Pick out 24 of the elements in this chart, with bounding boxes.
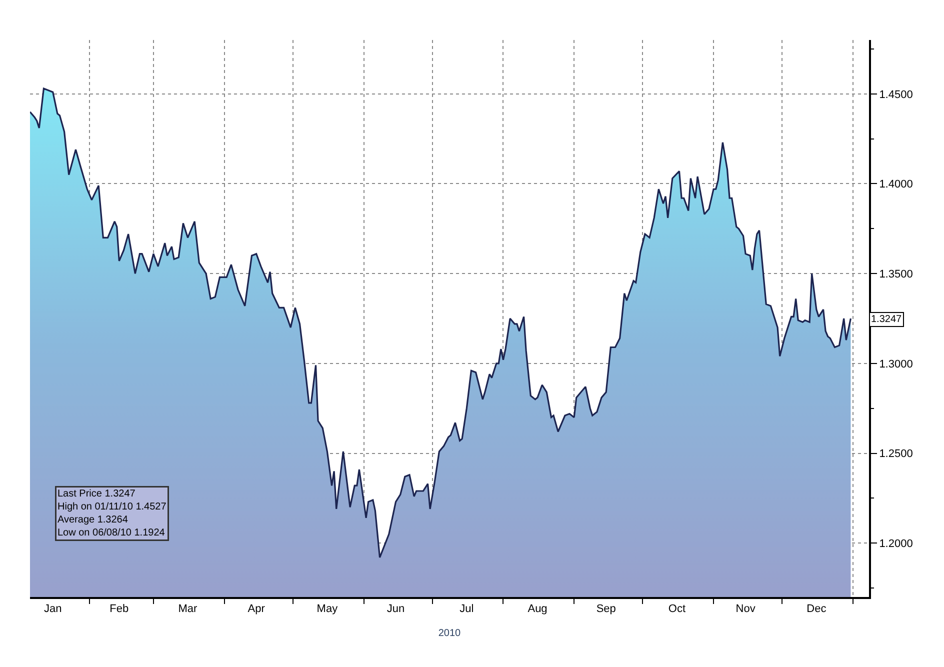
x-tick-label: Nov	[736, 603, 756, 616]
x-tick-label: Jul	[460, 603, 474, 616]
y-tick-label: 1.3500	[879, 268, 913, 280]
x-tick-label: Feb	[110, 603, 129, 616]
x-tick-label: Sep	[596, 603, 616, 616]
x-tick-label: Jun	[386, 603, 405, 616]
annotation: Average 1.3264	[58, 514, 128, 526]
x-tick-label: May	[316, 603, 338, 616]
y-tick-label: 1.2500	[879, 448, 913, 460]
x-tick-label: Apr	[248, 603, 266, 616]
x-tick-label: Mar	[178, 603, 198, 616]
y-tick-label: 1.4000	[879, 178, 913, 191]
annotation: Last Price 1.3247	[58, 488, 136, 500]
x-tick-label: Jan	[44, 603, 62, 616]
x-tick-label: Dec	[806, 603, 827, 616]
annotation: Low on 06/08/10 1.1924	[58, 528, 166, 538]
x-axis-title: 2010	[438, 628, 462, 640]
x-tick-label: Oct	[668, 603, 686, 616]
annotation: 1.3247	[871, 314, 902, 325]
y-tick-label: 1.4500	[879, 88, 913, 101]
annotation: High on 01/11/10 1.4527	[58, 502, 167, 512]
y-tick-label: 1.3000	[879, 358, 913, 370]
x-tick-label: Aug	[528, 603, 548, 616]
y-tick-label: 1.2000	[879, 538, 913, 550]
